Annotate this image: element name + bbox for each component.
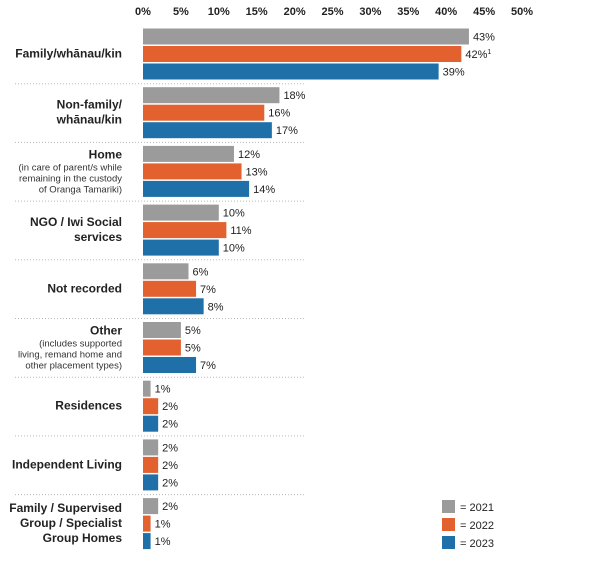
bar — [143, 357, 197, 373]
x-tick-label: 5% — [173, 6, 189, 18]
bar — [143, 145, 234, 162]
x-tick-label: 40% — [435, 6, 457, 18]
bar — [143, 515, 151, 532]
bar — [143, 87, 280, 104]
x-tick-label: 30% — [359, 6, 381, 18]
data-label: 2% — [162, 460, 178, 472]
bar — [143, 280, 197, 297]
category-label: Family/whānau/kin — [15, 47, 122, 61]
data-label: 17% — [276, 125, 298, 137]
data-label: 39% — [443, 67, 465, 79]
data-label: 8% — [208, 301, 224, 313]
data-label: 42%1 — [465, 49, 491, 61]
data-label: 2% — [162, 477, 178, 489]
bar — [143, 28, 469, 45]
data-label: 7% — [200, 360, 216, 372]
bar — [143, 46, 462, 62]
category-label: Independent Living — [12, 457, 122, 471]
bar — [143, 474, 159, 491]
data-label: 2% — [162, 442, 178, 454]
bar — [143, 456, 159, 473]
x-tick-label: 50% — [511, 6, 533, 18]
bar — [143, 263, 189, 280]
x-tick-label: 0% — [135, 6, 151, 18]
data-label: 2% — [162, 401, 178, 413]
x-tick-label: 35% — [397, 6, 419, 18]
bar — [143, 533, 151, 550]
bar — [143, 204, 219, 221]
category-label: Residences — [55, 399, 122, 413]
x-tick-label: 10% — [208, 6, 230, 18]
bar — [143, 180, 250, 197]
data-label: 5% — [185, 325, 201, 337]
data-label: 13% — [246, 166, 268, 178]
legend-swatch — [442, 500, 455, 513]
data-label: 11% — [230, 225, 251, 237]
category-label: Not recorded — [47, 281, 122, 295]
x-tick-label: 25% — [321, 6, 343, 18]
x-tick-label: 15% — [246, 6, 268, 18]
data-label: 2% — [162, 501, 178, 513]
legend-label: = 2021 — [460, 502, 494, 514]
data-label: 16% — [268, 108, 290, 120]
category-label: Home (in care of parent/s while remaining … — [19, 147, 123, 195]
bar — [143, 122, 272, 139]
data-label: 14% — [253, 184, 275, 196]
bar — [143, 222, 227, 239]
data-label: 1% — [155, 519, 171, 531]
data-label: 7% — [200, 284, 216, 296]
data-label: 10% — [223, 243, 245, 255]
data-label: 10% — [223, 208, 245, 220]
category-label: Family / Supervised Group / Specialist Gro… — [9, 501, 122, 545]
data-label: 5% — [185, 343, 201, 355]
x-tick-label: 20% — [284, 6, 306, 18]
data-label: 43% — [473, 32, 495, 44]
bar — [143, 298, 204, 315]
bar — [143, 398, 159, 415]
bar — [143, 63, 439, 80]
footnote-marker: 1 — [487, 49, 491, 56]
bar — [143, 104, 265, 121]
bar — [143, 322, 181, 338]
bar — [143, 439, 159, 456]
legend-label: = 2022 — [460, 520, 494, 532]
bar — [143, 163, 242, 180]
category-label: NGO / Iwi Social services — [30, 215, 122, 244]
bar — [143, 339, 181, 356]
legend-swatch — [442, 536, 455, 549]
x-tick-label: 45% — [473, 6, 495, 18]
category-label: Non-family/whānau/kin — [56, 98, 123, 127]
data-label: 12% — [238, 149, 260, 161]
data-label: 1% — [155, 536, 171, 548]
data-label: 18% — [283, 90, 305, 102]
legend-swatch — [442, 518, 455, 531]
bar — [143, 415, 159, 432]
legend-label: = 2023 — [460, 538, 494, 550]
data-label: 1% — [155, 384, 171, 396]
bar — [143, 380, 151, 397]
bar — [143, 498, 159, 515]
data-label: 2% — [162, 419, 178, 431]
data-label: 6% — [192, 266, 208, 278]
bar — [143, 239, 219, 256]
category-label: Other (includes supported living, remand h… — [18, 324, 122, 372]
